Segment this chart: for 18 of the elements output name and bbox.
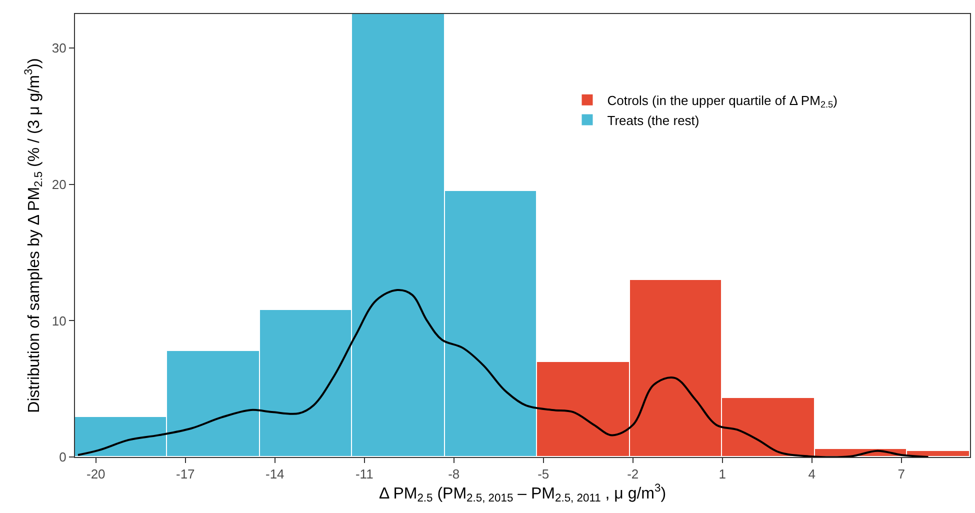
x-tick-label: 4	[808, 466, 816, 482]
x-tick-label: -11	[355, 466, 374, 482]
x-tick-label: -20	[86, 466, 106, 482]
x-tick-label: 7	[898, 466, 905, 482]
x-tick-label: -14	[265, 466, 284, 482]
x-tick-label: -8	[448, 466, 460, 482]
y-tick-label: 30	[52, 40, 66, 56]
x-tick-label: -17	[176, 466, 195, 482]
y-tick-label: 0	[59, 450, 66, 465]
x-tick-label: -2	[627, 466, 639, 482]
legend-label: Cotrols (in the upper quartile of Δ PM$_{2.5}$)	[607, 92, 838, 110]
legend-label: Treats (the rest)	[607, 112, 700, 128]
x-tick-label: 1	[718, 466, 726, 482]
y-tick-label: 10	[52, 313, 66, 328]
text: Δ PM$_{2.5}$ (PM$_{2.5, 2015}$ – PM$_{2.5, 2011}$ , μ g/m$^{3}$)	[378, 482, 666, 505]
x-tick-label: -5	[538, 466, 550, 482]
line-series	[76, 289, 930, 457]
y-tick-label: 20	[52, 176, 66, 192]
